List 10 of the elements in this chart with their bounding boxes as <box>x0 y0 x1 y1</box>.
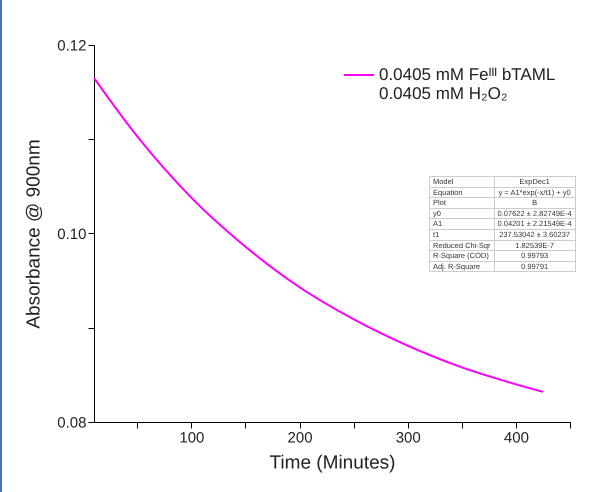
x-axis-title: Time (Minutes) <box>270 452 396 474</box>
x-tick-label: 100 <box>179 430 204 446</box>
y-tick-label: 0.12 <box>57 38 86 54</box>
x-tick-label: 200 <box>288 430 313 446</box>
legend-label: 0.0405 mM Feᴵᴵᴵ bTAML 0.0405 mM H₂O₂ <box>379 65 556 103</box>
y-tick-label: 0.10 <box>57 226 86 243</box>
y-tick-label: 0.08 <box>57 414 86 432</box>
y-axis-title: Absorbance @ 900nm <box>23 139 44 329</box>
x-tick-label: 300 <box>396 430 421 446</box>
x-tick-label: 400 <box>504 430 529 446</box>
